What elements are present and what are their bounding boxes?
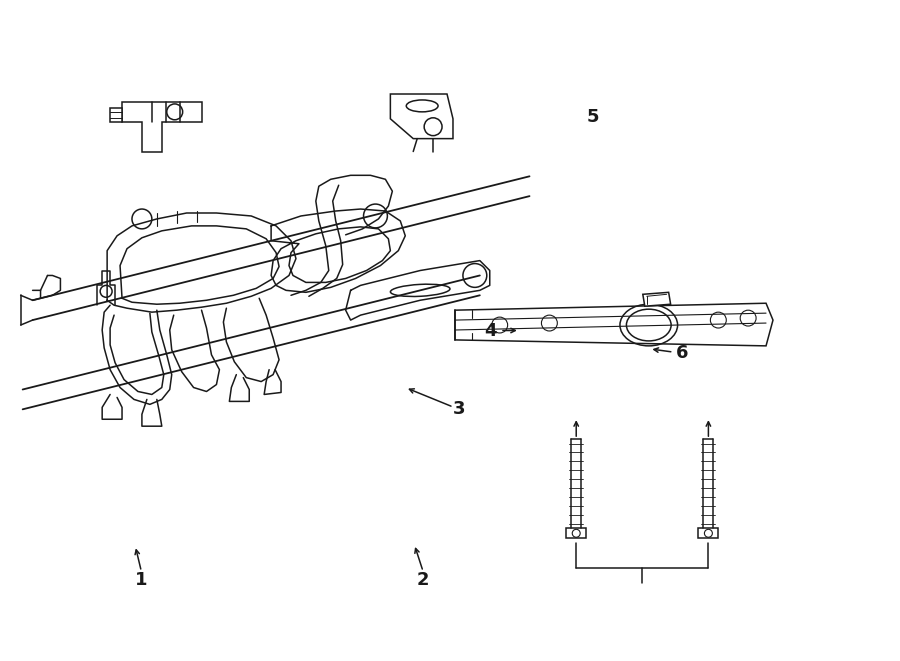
Text: 2: 2 <box>417 570 429 588</box>
Polygon shape <box>455 303 773 346</box>
Text: 1: 1 <box>135 570 148 588</box>
Text: 3: 3 <box>453 400 465 418</box>
Polygon shape <box>566 528 586 538</box>
Polygon shape <box>643 292 670 306</box>
Polygon shape <box>698 528 718 538</box>
Polygon shape <box>122 102 202 151</box>
Text: 6: 6 <box>676 344 688 362</box>
Polygon shape <box>391 94 453 139</box>
Text: 5: 5 <box>587 108 599 126</box>
Text: 4: 4 <box>484 321 497 340</box>
Polygon shape <box>110 108 122 122</box>
